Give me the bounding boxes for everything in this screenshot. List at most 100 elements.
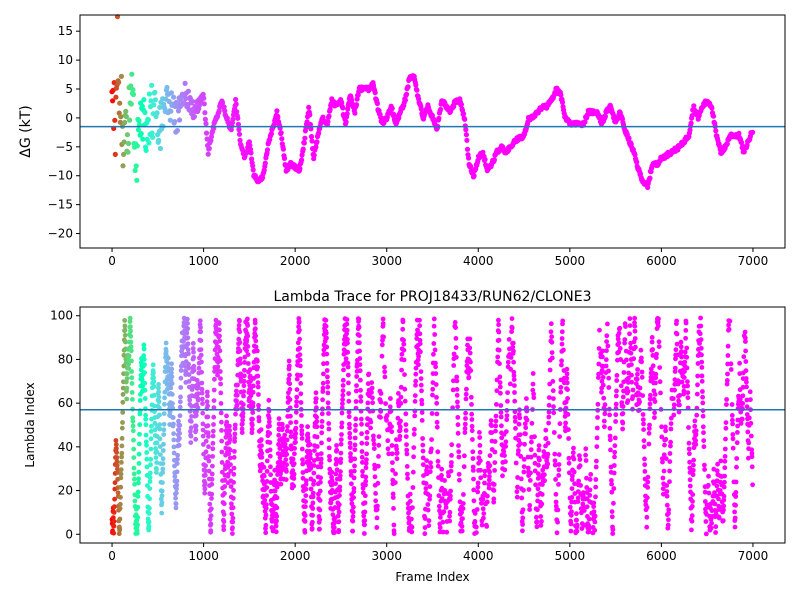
lambda-point (716, 496, 721, 502)
lambda-point (471, 498, 477, 504)
lambda-point (353, 422, 358, 428)
delta-g-point (736, 130, 742, 136)
lambda-point (284, 446, 290, 451)
lambda-point (294, 387, 300, 392)
lambda-point (193, 423, 199, 429)
lambda-point (258, 427, 264, 433)
lambda-point (551, 396, 556, 401)
lambda-point (437, 525, 443, 531)
lambda-point (245, 333, 251, 339)
lambda-point (453, 354, 459, 360)
lambda-point (497, 361, 502, 367)
lambda-point (156, 385, 161, 391)
lambda-point (512, 383, 517, 388)
lambda-point (288, 434, 294, 439)
lambda-point (358, 416, 364, 422)
lambda-point (293, 439, 298, 445)
delta-g-point (466, 155, 472, 161)
lambda-point (364, 457, 369, 462)
delta-g-point (262, 160, 268, 166)
lam-x-tick-label: 4000 (463, 549, 494, 563)
delta-g-point (219, 100, 226, 106)
lambda-point (641, 444, 647, 450)
lambda-point (569, 495, 575, 500)
lambda-point (347, 431, 353, 436)
lambda-point (456, 454, 462, 460)
lambda-point (462, 421, 468, 427)
lambda-point (454, 392, 460, 398)
lambda-point (518, 454, 524, 459)
delta-g-point (739, 139, 745, 146)
lambda-point (545, 461, 551, 467)
lambda-point (677, 402, 682, 408)
delta-g-point (185, 88, 191, 94)
lambda-point (319, 411, 325, 417)
lambda-point (687, 459, 692, 465)
lambda-point (317, 488, 323, 494)
lambda-point (645, 474, 651, 480)
lambda-point (320, 406, 325, 412)
lambda-point (509, 329, 514, 335)
lambda-point (240, 402, 246, 407)
lambda-point (746, 440, 752, 446)
lambda-point (364, 451, 369, 457)
delta-g-point (378, 114, 384, 120)
lambda-point (615, 336, 621, 342)
lambda-point (577, 453, 582, 458)
lambda-point (267, 447, 273, 453)
lambda-point (337, 488, 343, 493)
lambda-point (219, 449, 225, 455)
lambda-point (681, 375, 687, 380)
lambda-point (227, 447, 233, 453)
lambda-point (749, 464, 755, 470)
lambda-point (524, 396, 529, 401)
lambda-point (337, 473, 343, 479)
delta-g-point (132, 167, 138, 174)
delta-g-plot: 0 1000 2000 3000 4000 5000 6000 7000 −20−15−10−… (18, 14, 786, 268)
lambda-point (227, 423, 232, 429)
lambda-point (274, 514, 280, 519)
lambda-point (728, 367, 734, 372)
lambda-point (266, 397, 272, 403)
lambda-point (493, 413, 499, 419)
lambda-point (667, 468, 672, 474)
lambda-point (154, 460, 160, 465)
lambda-point (722, 465, 728, 471)
lambda-point (511, 377, 517, 382)
lambda-point (334, 458, 340, 464)
lambda-point (159, 493, 165, 499)
lambda-point (129, 381, 135, 386)
lambda-point (417, 323, 423, 329)
lambda-point (267, 453, 273, 459)
lambda-point (609, 489, 615, 495)
lambda-point (400, 319, 406, 325)
lambda-point (295, 340, 301, 346)
lambda-point (255, 380, 261, 386)
lambda-point (659, 456, 665, 461)
lambda-point (159, 488, 165, 494)
lambda-point (327, 457, 332, 463)
lambda-point (359, 449, 365, 454)
lambda-point (318, 464, 324, 470)
lambda-point (256, 418, 262, 424)
lambda-point (379, 353, 385, 359)
lambda-point (410, 485, 416, 490)
lambda-point (511, 348, 516, 354)
lambda-point (511, 359, 516, 365)
lambda-point (548, 329, 554, 335)
lambda-point (463, 410, 468, 416)
lambda-point (152, 427, 158, 433)
lambda-point (720, 518, 726, 523)
lambda-point (556, 452, 562, 457)
lambda-point (308, 455, 313, 461)
lambda-point (629, 362, 634, 367)
delta-g-point (438, 106, 444, 113)
lambda-point (664, 502, 670, 508)
lambda-point (160, 466, 166, 472)
lambda-point (697, 331, 703, 337)
lambda-point (505, 398, 510, 404)
lambda-point (685, 383, 690, 389)
lambda-point (244, 348, 250, 354)
lambda-point (210, 440, 216, 446)
lambda-point (231, 455, 237, 460)
